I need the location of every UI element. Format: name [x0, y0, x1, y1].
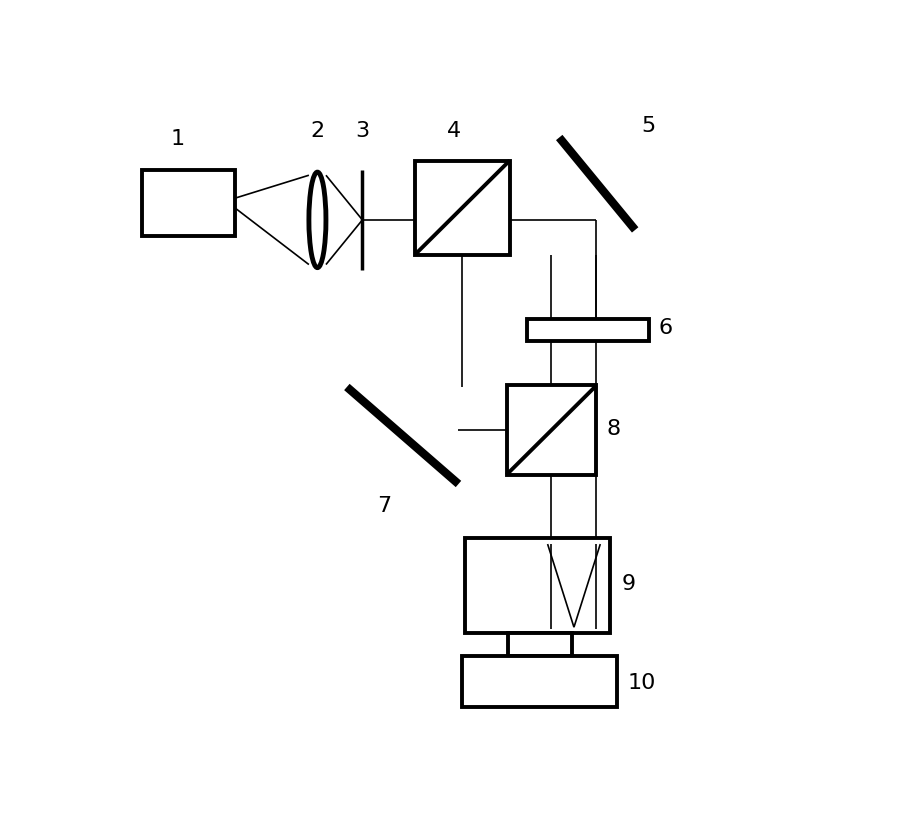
Text: 3: 3	[355, 121, 370, 141]
Text: 8: 8	[607, 418, 620, 439]
Ellipse shape	[309, 172, 326, 267]
Text: 1: 1	[171, 129, 185, 149]
Text: 6: 6	[659, 318, 673, 338]
Bar	[415, 161, 510, 255]
Text: 4: 4	[447, 121, 461, 141]
Text: 7: 7	[377, 497, 391, 516]
Bar	[508, 634, 572, 657]
Bar	[142, 170, 234, 236]
Text: 10: 10	[628, 672, 656, 693]
Text: 9: 9	[622, 574, 636, 594]
Bar	[527, 319, 649, 341]
Bar	[466, 538, 610, 634]
Bar	[507, 385, 597, 474]
Bar	[461, 657, 617, 707]
Text: 5: 5	[641, 116, 656, 136]
Text: 2: 2	[310, 121, 325, 141]
